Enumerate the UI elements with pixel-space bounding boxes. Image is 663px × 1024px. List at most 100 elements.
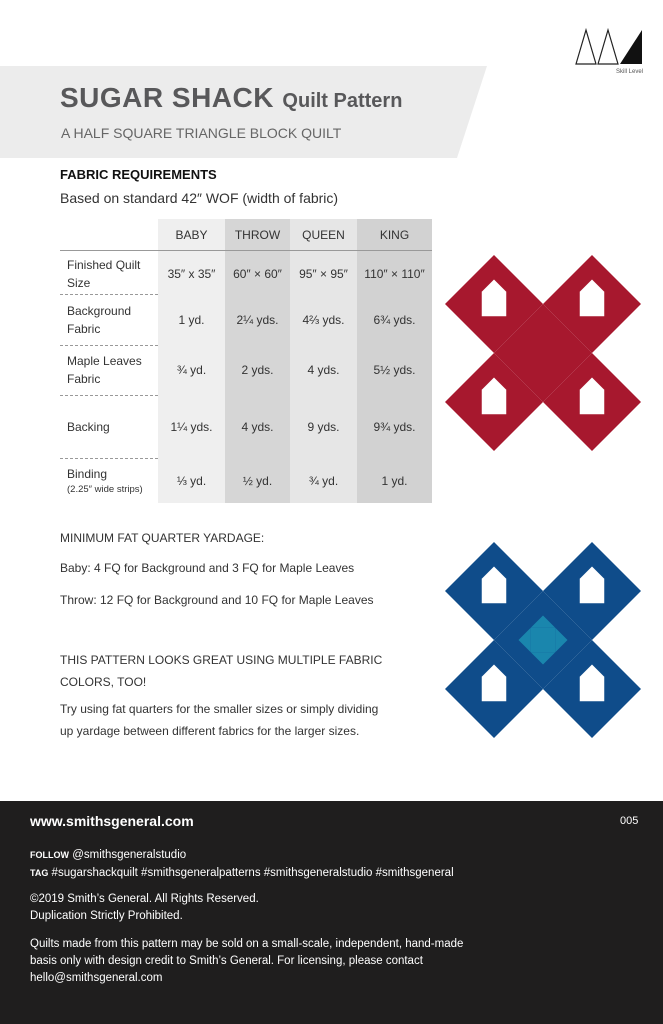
skill-triangle bbox=[597, 27, 619, 65]
row-label: Maple Leaves Fabric bbox=[67, 345, 145, 395]
star-point bbox=[567, 328, 592, 378]
star-point bbox=[555, 627, 568, 653]
title: SUGAR SHACK bbox=[60, 82, 274, 113]
notes-heading: MINIMUM FAT QUARTER YARDAGE: bbox=[60, 531, 265, 545]
star-point bbox=[469, 640, 519, 665]
table-cell: ½ yd. bbox=[242, 473, 273, 488]
row-rule bbox=[60, 345, 158, 346]
copyright: ©2019 Smith’s General. All Rights Reserv… bbox=[30, 893, 259, 905]
column-shade bbox=[225, 219, 290, 503]
subtitle: A HALF SQUARE TRIANGLE BLOCK QUILT bbox=[61, 125, 342, 141]
star-point bbox=[616, 377, 641, 427]
star-point bbox=[518, 279, 543, 329]
footer: www.smithsgeneral.com 005 FOLLOW @smiths… bbox=[0, 801, 663, 1024]
column-shade bbox=[158, 219, 225, 503]
row-label: Backing bbox=[67, 395, 145, 458]
banner-shape bbox=[0, 66, 487, 158]
star-point bbox=[469, 426, 519, 451]
star-point bbox=[469, 713, 519, 738]
star-point bbox=[530, 365, 556, 378]
table-cell: 95″ × 95″ bbox=[299, 267, 348, 281]
row-rule bbox=[60, 395, 158, 396]
star-point bbox=[445, 279, 470, 329]
star-window bbox=[579, 377, 605, 415]
website[interactable]: www.smithsgeneral.com bbox=[30, 813, 194, 829]
column-shade bbox=[357, 219, 432, 503]
table-cell: 4 yds. bbox=[241, 419, 274, 434]
star-point bbox=[445, 377, 470, 427]
star-point bbox=[445, 664, 470, 714]
duplication: Duplication Strictly Prohibited. bbox=[30, 910, 183, 922]
skill-triangle bbox=[575, 27, 597, 65]
star-window bbox=[481, 664, 507, 702]
star-window bbox=[579, 566, 605, 604]
star-point bbox=[567, 615, 592, 665]
star-center bbox=[530, 340, 556, 366]
row-sublabel: (2.25″ wide strips) bbox=[67, 483, 143, 495]
page-number: 005 bbox=[620, 815, 639, 827]
row-label: Binding (2.25″ wide strips) bbox=[67, 458, 145, 503]
star-point bbox=[543, 566, 568, 616]
table-cell: 2 yds. bbox=[241, 363, 274, 377]
table-cell: 9¾ yds. bbox=[373, 419, 416, 434]
table-cell: 6¾ yds. bbox=[373, 312, 416, 327]
tag-label: TAG bbox=[30, 868, 49, 878]
row-rule bbox=[60, 294, 158, 295]
star-point bbox=[567, 640, 617, 665]
row-label-text: Background Fabric bbox=[67, 303, 132, 336]
row-label-text: Finished Quilt Size bbox=[67, 258, 141, 290]
column-header: KING bbox=[379, 228, 410, 242]
table-cell: 9 yds. bbox=[307, 419, 340, 434]
quilt-red bbox=[445, 255, 641, 451]
row-label-text: Backing bbox=[67, 419, 110, 434]
table-cell: 1¼ yds. bbox=[170, 419, 213, 434]
section-heading: FABRIC REQUIREMENTS bbox=[60, 167, 217, 182]
star-window bbox=[481, 279, 507, 317]
table-cell: 2¼ yds. bbox=[236, 312, 279, 327]
column-header: QUEEN bbox=[302, 228, 345, 242]
star-point bbox=[616, 279, 641, 329]
table-cell: 1 yd. bbox=[178, 312, 205, 327]
note-tip: Try using fat quarters for the smaller s… bbox=[60, 702, 379, 738]
star-window bbox=[481, 377, 507, 415]
star-window bbox=[579, 279, 605, 317]
star-point bbox=[518, 664, 543, 714]
star-point bbox=[567, 426, 617, 451]
table-cell: 1 yd. bbox=[381, 473, 408, 488]
star-center bbox=[530, 627, 556, 653]
star-point bbox=[518, 377, 543, 427]
star-point bbox=[567, 713, 617, 738]
table-cell: 35″ x 35″ bbox=[167, 267, 216, 281]
table-cell: ⅓ yd. bbox=[176, 473, 207, 488]
star-point bbox=[543, 377, 568, 427]
star-point bbox=[518, 627, 531, 653]
star-point bbox=[445, 566, 470, 616]
table-cell: 60″ × 60″ bbox=[233, 267, 282, 281]
follow: FOLLOW @smithsgeneralstudio bbox=[30, 847, 186, 864]
title-suffix: Quilt Pattern bbox=[282, 90, 403, 112]
row-label-text: Maple Leaves Fabric bbox=[67, 354, 142, 386]
star-point bbox=[555, 340, 568, 366]
star-point bbox=[530, 328, 556, 341]
star-point bbox=[530, 652, 556, 665]
follow-handle[interactable]: @smithsgeneralstudio bbox=[72, 849, 187, 861]
row-label: Finished Quilt Size bbox=[67, 254, 147, 294]
star-window bbox=[579, 664, 605, 702]
table-cell: 5½ yds. bbox=[373, 363, 416, 377]
table-cell: ¾ yd. bbox=[308, 473, 339, 488]
table-cell: 110″ × 110″ bbox=[364, 267, 425, 281]
star-point bbox=[469, 328, 519, 353]
table-cell: ¾ yd. bbox=[176, 363, 207, 377]
star-point bbox=[530, 615, 556, 628]
skill-triangle bbox=[620, 30, 642, 64]
star-point bbox=[543, 664, 568, 714]
star-point bbox=[518, 377, 568, 402]
column-header: THROW bbox=[234, 228, 281, 242]
column-header: BABY bbox=[175, 228, 208, 242]
table-cell: 4⅔ yds. bbox=[302, 312, 345, 327]
row-label-text: Binding bbox=[67, 466, 108, 481]
note-throw: Throw: 12 FQ for Background and 10 FQ fo… bbox=[60, 593, 374, 607]
star-point bbox=[567, 615, 617, 640]
header-rule bbox=[60, 250, 432, 251]
banner bbox=[0, 66, 487, 158]
